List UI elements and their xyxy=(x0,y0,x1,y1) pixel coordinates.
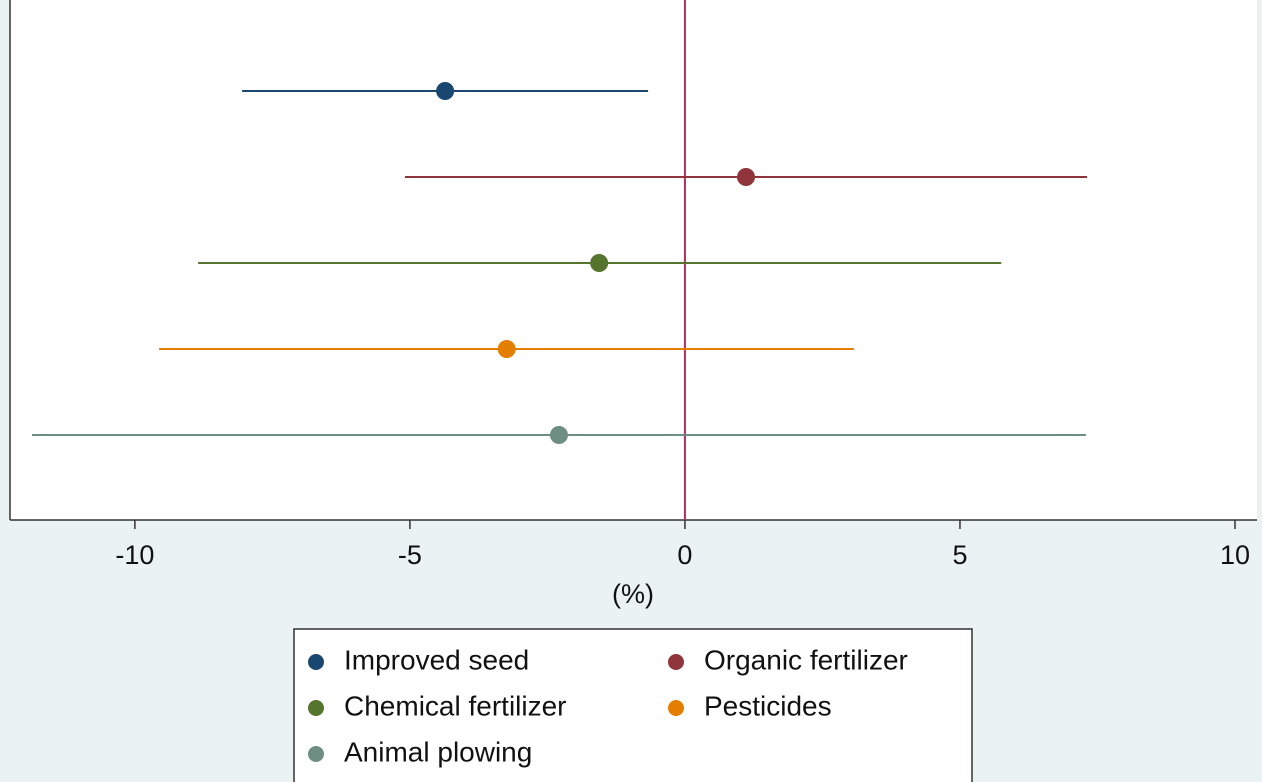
point-estimate xyxy=(736,168,755,186)
legend-box xyxy=(293,628,973,782)
x-tick-label: -5 xyxy=(398,540,422,570)
point-estimate xyxy=(436,82,455,100)
legend-marker xyxy=(308,700,324,716)
legend-label: Animal plowing xyxy=(344,736,532,767)
legend-label: Improved seed xyxy=(344,644,529,675)
legend-label: Chemical fertilizer xyxy=(344,690,567,721)
x-axis-label: (%) xyxy=(612,579,654,609)
legend-marker xyxy=(668,654,684,670)
x-tick-label: 10 xyxy=(1220,540,1250,570)
x-tick-label: -10 xyxy=(115,540,154,570)
legend-label: Pesticides xyxy=(704,690,832,721)
legend-label: Organic fertilizer xyxy=(704,644,908,675)
legend-marker xyxy=(308,654,324,670)
legend-marker xyxy=(668,700,684,716)
x-tick-label: 0 xyxy=(677,540,692,570)
point-estimate xyxy=(590,254,609,272)
x-tick-label: 5 xyxy=(952,540,967,570)
legend-marker xyxy=(308,746,324,762)
plot-area xyxy=(10,0,1257,520)
point-estimate xyxy=(549,426,568,444)
point-estimate xyxy=(497,340,516,358)
